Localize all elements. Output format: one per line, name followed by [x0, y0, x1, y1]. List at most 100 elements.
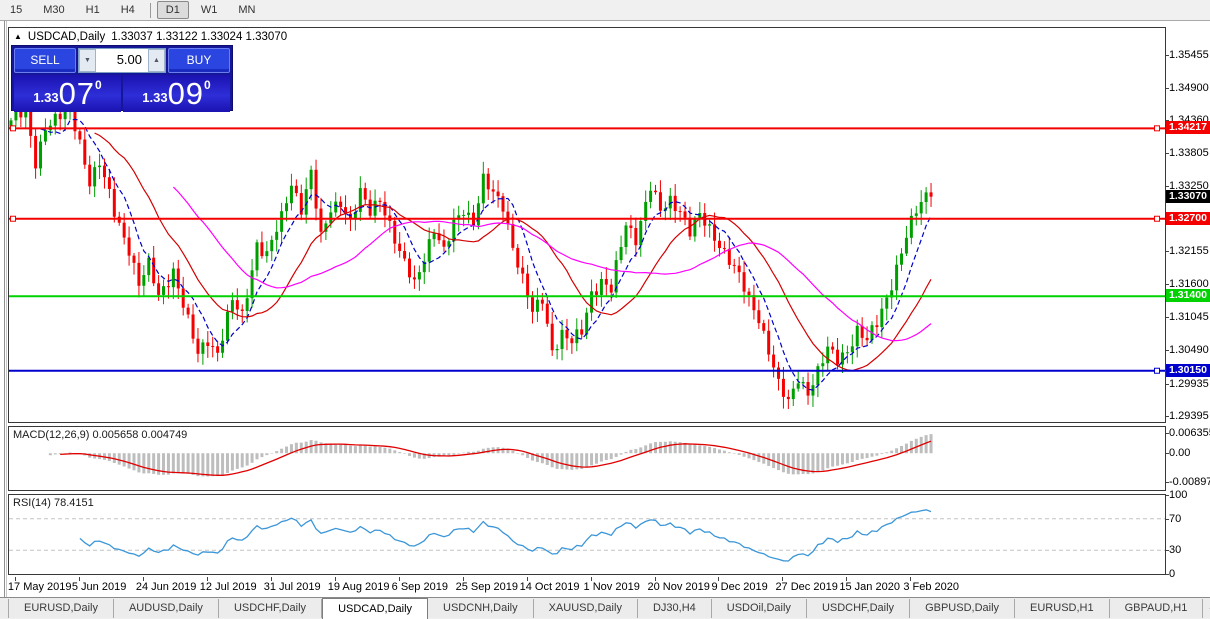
date-tick	[718, 577, 720, 581]
price-tick-label: 1.33250	[1166, 179, 1209, 192]
hline-price-badge: 1.30150	[1166, 363, 1210, 377]
date-label: 1 Nov 2019	[583, 581, 640, 593]
timeframe-button-d1[interactable]: D1	[156, 1, 189, 19]
rsi-current-value: 78.4151	[53, 497, 94, 509]
date-tick	[526, 577, 528, 581]
tab-audusd-daily[interactable]: AUDUSD,Daily	[114, 599, 219, 618]
date-tick	[78, 577, 80, 581]
date-label: 17 May 2019	[7, 581, 72, 593]
tab-xauusd-daily[interactable]: XAUUSD,Daily	[534, 599, 638, 618]
hline-handle[interactable]	[1154, 215, 1160, 222]
volume-increase-icon[interactable]: ▲	[148, 49, 165, 72]
chart-title: ▲ USDCAD,Daily 1.33037 1.33122 1.33024 1…	[14, 31, 287, 43]
price-tick-label: 1.30490	[1166, 344, 1209, 357]
price-tick-label: 1.34900	[1166, 81, 1209, 94]
date-tick	[14, 577, 16, 581]
macd-tick-label: -0.008978	[1166, 476, 1210, 488]
candles	[9, 94, 933, 410]
timeframe-button-w1[interactable]: W1	[200, 4, 218, 16]
hline-handle[interactable]	[1154, 125, 1160, 132]
hline-price-badge: 1.32700	[1166, 211, 1210, 225]
date-label: 5 Jun 2019	[71, 581, 127, 593]
date-label: 6 Sep 2019	[391, 581, 448, 593]
chart-ohlc-values: 1.33037 1.33122 1.33024 1.33070	[111, 31, 288, 43]
hline-price-badge: 1.34217	[1166, 121, 1210, 135]
date-tick	[846, 577, 848, 581]
rsi-line	[79, 509, 932, 562]
tab-usdchf-daily[interactable]: USDCHF,Daily	[807, 599, 911, 618]
date-label: 24 Jun 2019	[135, 581, 197, 593]
rsi-name: RSI(14)	[13, 497, 51, 509]
tab-eurusd-h1[interactable]: EURUSD,H1	[1015, 599, 1110, 618]
timeframe-button-mn[interactable]: MN	[238, 4, 256, 16]
date-label: 12 Jul 2019	[199, 581, 257, 593]
volume-decrease-icon[interactable]: ▼	[79, 49, 96, 72]
chart-window: ▲ USDCAD,Daily 1.33037 1.33122 1.33024 1…	[0, 21, 1210, 597]
timeframe-button-15[interactable]: 15	[10, 4, 23, 16]
timeframe-button-h1[interactable]: H1	[85, 4, 100, 16]
rsi-tick-label: 30	[1165, 544, 1182, 557]
rsi-label: RSI(14) 78.4151	[13, 497, 94, 509]
macd-tick-label: 0.00	[1165, 447, 1191, 460]
date-label: 19 Aug 2019	[327, 581, 390, 593]
timeframe-button-m30[interactable]: M30	[43, 4, 65, 16]
date-label: 20 Nov 2019	[647, 581, 710, 593]
tab-usdchf-daily[interactable]: USDCHF,Daily	[219, 599, 323, 618]
date-label: 3 Feb 2020	[903, 581, 960, 593]
buy-button[interactable]: BUY	[168, 48, 230, 73]
price-tick-label: 1.32155	[1166, 245, 1209, 258]
tab-eurusd-daily[interactable]: EURUSD,Daily	[8, 599, 114, 618]
macd-signal-line	[60, 440, 932, 476]
tab-usdoil-daily[interactable]: USDOil,Daily	[712, 599, 807, 618]
date-tick	[398, 577, 400, 581]
date-tick	[654, 577, 656, 581]
one-click-trade-panel: SELL ▼ 5.00 ▲ BUY 1.33 07 0 1.33 09 0	[11, 45, 233, 112]
volume-input[interactable]: 5.00	[116, 52, 142, 67]
rsi-indicator-panel[interactable]: RSI(14) 78.4151	[8, 494, 1166, 575]
sell-price-big-digits: 07	[58, 75, 96, 111]
buy-price-display[interactable]: 1.33 09 0	[123, 75, 230, 112]
current-price-badge: 1.33070	[1166, 189, 1210, 203]
date-label: 31 Jul 2019	[263, 581, 321, 593]
date-tick	[334, 577, 336, 581]
tab-gbpusd-daily[interactable]: GBPUSD,Daily	[910, 599, 1016, 618]
tab-usdcnh-daily[interactable]: USDCNH,Daily	[428, 599, 534, 618]
hline-handle[interactable]	[1154, 367, 1160, 374]
hline-handle[interactable]	[10, 125, 16, 132]
macd-name: MACD(12,26,9)	[13, 429, 90, 441]
sell-button[interactable]: SELL	[14, 48, 76, 73]
chart-symbol-label: USDCAD,Daily	[27, 31, 106, 43]
rsi-chart	[9, 509, 1165, 562]
date-axis[interactable]: 17 May 2019 5 Jun 2019 24 Jun 2019 12 Jul 2…	[8, 577, 1166, 597]
rsi-tick-label: 70	[1165, 512, 1182, 525]
date-tick	[910, 577, 912, 581]
main-chart-panel[interactable]: ▲ USDCAD,Daily 1.33037 1.33122 1.33024 1…	[8, 27, 1166, 423]
tab-usdcad-daily[interactable]: USDCAD,Daily	[322, 598, 429, 619]
price-tick-label: 1.29395	[1166, 409, 1209, 422]
tab-dj30-h4[interactable]: DJ30,H4	[638, 599, 712, 618]
date-label: 15 Jan 2020	[839, 581, 900, 593]
timeframe-toolbar: 15 M30 H1 H4 D1 W1 MN	[0, 0, 1210, 21]
date-tick	[590, 577, 592, 581]
date-tick	[270, 577, 272, 581]
hline-handle[interactable]	[10, 215, 16, 222]
tab-gbpaud-h1[interactable]: GBPAUD,H1	[1110, 599, 1204, 618]
macd-indicator-panel[interactable]: MACD(12,26,9) 0.005658 0.004749	[8, 426, 1166, 491]
rsi-tick-label: 0	[1165, 568, 1176, 580]
volume-spinner: ▼ 5.00 ▲	[78, 48, 166, 73]
price-axis[interactable]: 1.35455 1.34900 1.34360 1.33805 1.33250 1.321…	[1165, 21, 1210, 597]
sell-price-display[interactable]: 1.33 07 0	[14, 75, 121, 112]
sell-price-prefix: 1.33	[33, 90, 59, 105]
date-tick	[782, 577, 784, 581]
date-tick	[142, 577, 144, 581]
toolbar-separator	[149, 2, 151, 18]
horizontal-lines[interactable]	[9, 125, 1165, 374]
buy-price-prefix: 1.33	[142, 90, 168, 105]
price-tick-label: 1.29935	[1166, 377, 1209, 390]
collapse-trade-panel-icon[interactable]: ▲	[14, 31, 22, 41]
sell-price-pipette: 0	[95, 77, 102, 92]
date-tick	[462, 577, 464, 581]
date-label: 25 Sep 2019	[455, 581, 519, 593]
moving-averages	[40, 118, 932, 391]
timeframe-button-h4[interactable]: H4	[120, 4, 135, 16]
